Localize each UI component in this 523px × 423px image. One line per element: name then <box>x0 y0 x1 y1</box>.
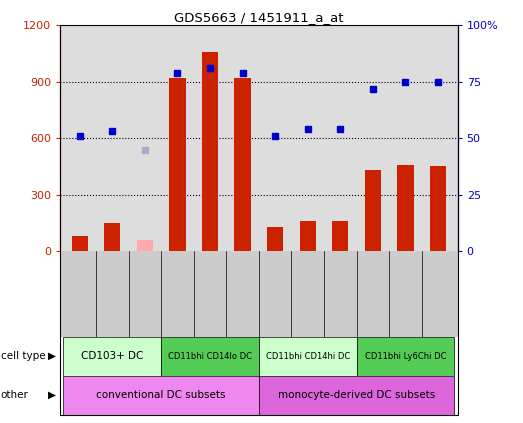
Text: ▶: ▶ <box>48 390 56 400</box>
Bar <box>332 221 348 251</box>
Bar <box>63 337 161 376</box>
Bar <box>267 227 283 251</box>
Bar <box>63 376 259 415</box>
Bar <box>259 337 357 376</box>
Bar <box>202 52 218 251</box>
Bar <box>234 78 251 251</box>
Text: CD11bhi CD14lo DC: CD11bhi CD14lo DC <box>168 352 252 361</box>
Text: conventional DC subsets: conventional DC subsets <box>96 390 226 400</box>
Text: CD103+ DC: CD103+ DC <box>81 351 143 361</box>
Bar <box>397 165 414 251</box>
Bar <box>300 221 316 251</box>
Bar <box>430 167 446 251</box>
Title: GDS5663 / 1451911_a_at: GDS5663 / 1451911_a_at <box>174 11 344 24</box>
Bar <box>259 376 454 415</box>
Bar <box>365 170 381 251</box>
Text: ▶: ▶ <box>48 351 56 361</box>
Bar <box>137 240 153 251</box>
Bar <box>357 337 454 376</box>
Text: monocyte-derived DC subsets: monocyte-derived DC subsets <box>278 390 435 400</box>
Text: other: other <box>1 390 28 400</box>
Text: cell type: cell type <box>1 351 45 361</box>
Bar <box>104 223 120 251</box>
Text: CD11bhi Ly6Chi DC: CD11bhi Ly6Chi DC <box>365 352 446 361</box>
Text: CD11bhi CD14hi DC: CD11bhi CD14hi DC <box>266 352 350 361</box>
Bar <box>161 337 259 376</box>
Bar <box>169 78 186 251</box>
Bar <box>72 236 88 251</box>
